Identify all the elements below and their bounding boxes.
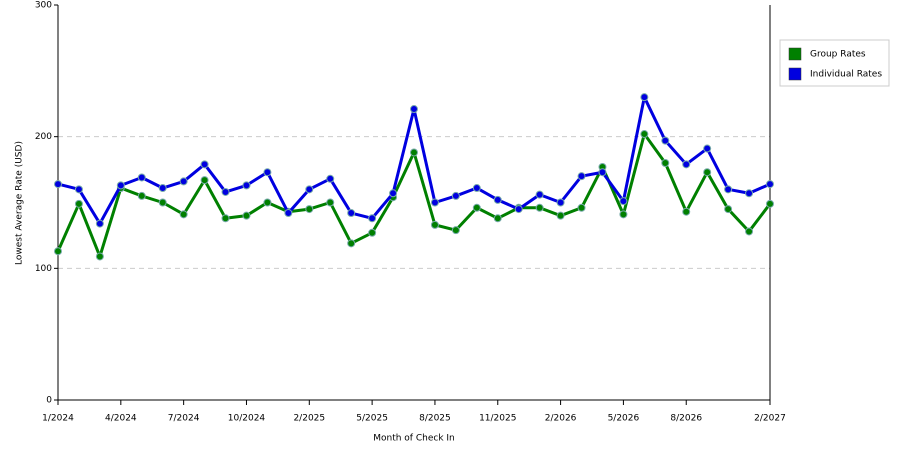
data-point: [158, 198, 167, 207]
data-point: [347, 239, 356, 248]
legend-label: Group Rates: [810, 50, 866, 60]
data-point: [472, 203, 481, 212]
x-tick-label: 5/2026: [608, 414, 640, 424]
data-point: [54, 247, 62, 256]
data-point: [535, 203, 544, 212]
x-tick-label: 7/2024: [168, 414, 200, 424]
data-point: [158, 184, 167, 193]
data-point: [179, 177, 188, 186]
data-point: [137, 173, 146, 182]
data-point: [619, 197, 628, 206]
x-tick-label: 5/2025: [356, 414, 388, 424]
data-point: [451, 191, 460, 200]
x-tick-label: 2/2027: [754, 414, 786, 424]
data-point: [745, 189, 754, 198]
x-axis-label: Month of Check In: [373, 434, 455, 444]
data-point: [221, 214, 230, 223]
x-tick-label: 2/2026: [545, 414, 577, 424]
data-point: [724, 185, 733, 194]
x-tick-label: 8/2026: [670, 414, 702, 424]
data-point: [430, 220, 439, 229]
data-point: [766, 199, 774, 208]
x-tick-label: 8/2025: [419, 414, 451, 424]
data-point: [305, 205, 314, 214]
x-tick-label: 10/2024: [228, 414, 266, 424]
data-point: [745, 227, 754, 236]
y-tick-label: 200: [35, 132, 52, 142]
data-point: [514, 205, 523, 214]
data-point: [703, 144, 712, 153]
data-point: [200, 160, 209, 169]
data-point: [242, 211, 251, 220]
data-point: [535, 190, 544, 199]
data-point: [326, 198, 335, 207]
data-point: [95, 219, 104, 228]
data-point: [137, 191, 146, 200]
y-tick-label: 300: [35, 1, 52, 11]
x-tick-label: 2/2025: [293, 414, 325, 424]
data-point: [556, 198, 565, 207]
data-point: [598, 168, 607, 177]
data-point: [74, 185, 83, 194]
data-point: [221, 187, 230, 196]
x-tick-label: 11/2025: [479, 414, 516, 424]
data-point: [577, 203, 586, 212]
y-tick-label: 0: [46, 396, 52, 406]
data-point: [179, 210, 188, 219]
data-point: [200, 176, 209, 185]
data-point: [263, 198, 272, 207]
data-point: [661, 159, 670, 167]
data-point: [284, 209, 293, 218]
data-point: [472, 184, 481, 193]
data-point: [347, 209, 356, 218]
data-point: [74, 199, 83, 208]
data-point: [493, 214, 502, 223]
data-point: [263, 168, 272, 177]
data-point: [95, 252, 104, 261]
legend-swatch: [788, 67, 802, 81]
data-point: [556, 211, 565, 220]
data-point: [766, 180, 774, 189]
data-point: [493, 195, 502, 204]
data-point: [640, 130, 649, 139]
legend-label: Individual Rates: [810, 70, 882, 80]
data-point: [368, 228, 377, 237]
data-point: [54, 180, 62, 189]
x-tick-label: 1/2024: [42, 414, 74, 424]
data-point: [305, 185, 314, 194]
legend-swatch: [788, 47, 802, 61]
y-axis-label: Lowest Average Rate (USD): [15, 141, 25, 265]
data-point: [116, 181, 125, 190]
data-point: [242, 181, 251, 190]
data-point: [577, 172, 586, 181]
data-point: [410, 105, 418, 114]
data-point: [682, 207, 691, 216]
data-point: [389, 189, 398, 198]
data-point: [703, 168, 712, 177]
data-point: [724, 205, 733, 214]
data-point: [368, 214, 377, 223]
x-tick-label: 4/2024: [105, 414, 137, 424]
data-point: [619, 210, 628, 219]
data-point: [640, 93, 649, 102]
data-point: [410, 148, 418, 157]
data-point: [661, 136, 670, 145]
data-point: [430, 198, 439, 207]
data-point: [326, 174, 335, 183]
data-point: [682, 160, 691, 169]
y-tick-label: 100: [35, 264, 52, 274]
data-point: [451, 226, 460, 235]
